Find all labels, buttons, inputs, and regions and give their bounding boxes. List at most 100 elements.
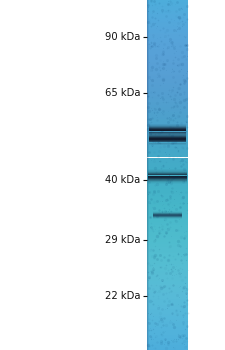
Bar [147,292,188,293]
Bar [147,209,188,210]
Bar [147,156,188,158]
Bar [147,312,188,313]
Bar [147,202,188,203]
Bar [147,112,188,113]
Bar [147,135,188,137]
Bar [147,191,188,193]
Bar [147,320,188,321]
Bar [147,99,188,100]
Bar [147,348,188,349]
Bar [147,54,188,55]
Bar [147,302,188,303]
Bar [147,295,188,296]
Bar [147,262,188,264]
Bar [147,252,188,253]
Bar [147,196,188,197]
Bar [147,258,188,259]
Bar [147,271,188,272]
Bar [147,1,188,2]
Bar [147,244,188,245]
Bar [147,276,188,278]
Bar [147,139,188,140]
Text: 22 kDa: 22 kDa [105,291,141,301]
Bar [147,198,188,200]
Bar [147,142,188,144]
Bar [147,131,188,132]
Bar [147,63,188,64]
Bar [147,245,188,246]
Bar [147,49,188,50]
Bar [147,76,188,77]
Bar [147,161,188,162]
Bar [147,141,188,142]
Bar [148,174,187,175]
Bar [147,90,188,91]
Bar [147,38,188,40]
Bar [147,281,188,282]
Bar [147,162,188,163]
Bar [147,55,188,56]
Bar [147,98,188,99]
Bar [147,78,188,79]
Bar [147,4,188,5]
Bar [147,204,188,205]
Bar [148,179,187,180]
Bar [147,42,188,43]
Bar [147,214,188,215]
Bar [147,317,188,318]
Bar [147,168,188,169]
Bar [147,199,188,201]
Bar [147,234,188,236]
Bar [147,35,188,36]
Bar [147,315,188,316]
Bar [147,163,188,164]
Bar [147,28,188,29]
Bar [147,124,188,125]
Bar [147,166,188,167]
Bar [148,175,187,176]
Bar [147,122,188,124]
Bar [147,264,188,265]
Bar [147,345,188,346]
Bar [147,287,188,288]
Bar [147,282,188,284]
Bar [147,119,188,120]
Bar [147,111,188,112]
Bar [147,266,188,267]
Bar [147,186,188,187]
Bar [147,110,188,111]
Bar [147,91,188,92]
Bar [147,241,188,243]
Bar [147,117,188,118]
Bar [147,82,188,83]
Bar [147,114,188,116]
Bar [147,68,188,69]
Bar [147,155,188,156]
Bar [147,217,188,218]
Bar [147,158,188,159]
Bar [147,290,188,292]
Bar [147,240,188,241]
Bar [148,173,187,174]
Bar [147,224,188,225]
Bar [147,301,188,302]
Bar [147,296,188,298]
Bar [147,133,188,134]
Bar [147,26,188,27]
Bar [147,80,188,82]
Bar [147,187,188,188]
Bar [147,329,188,330]
Bar [147,253,188,254]
Bar [147,314,188,315]
Bar [147,310,188,312]
Bar [147,340,188,341]
Bar [147,208,188,209]
Bar [147,288,188,289]
Bar [147,170,188,172]
Bar [147,96,188,97]
Bar [147,102,188,103]
Bar [147,9,188,10]
Bar [147,127,188,128]
Bar [147,265,188,266]
Bar [147,154,188,155]
